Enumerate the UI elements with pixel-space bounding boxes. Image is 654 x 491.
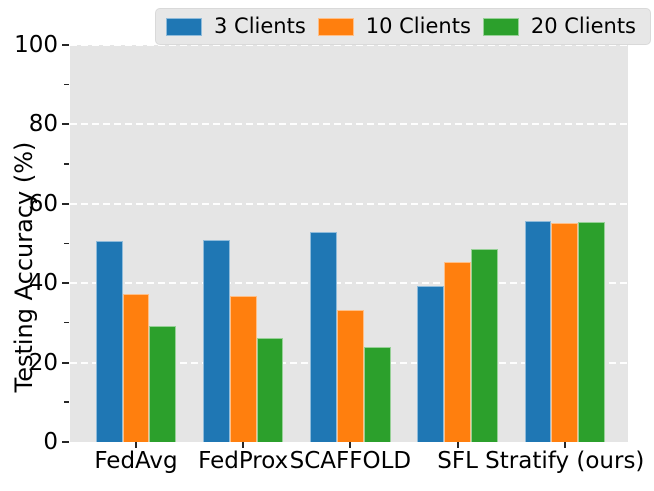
- bar-fedavg-10-clients: [122, 293, 150, 442]
- y-minor-tick-50: [64, 242, 69, 244]
- y-tick-label-100: 100: [14, 32, 58, 58]
- legend-label-20-clients: 20 Clients: [530, 14, 636, 38]
- legend-swatch-3-clients: [166, 17, 202, 36]
- y-tick-mark-40: [62, 282, 69, 285]
- gridline-y-100: [70, 45, 628, 46]
- legend-swatch-20-clients: [482, 17, 519, 36]
- x-tick-mark-scaffold: [349, 442, 352, 448]
- legend-label-10-clients: 10 Clients: [365, 14, 471, 38]
- y-tick-label-60: 60: [28, 190, 58, 217]
- category-label-scaffold: SCAFFOLD: [289, 448, 412, 474]
- y-tick-mark-0: [62, 441, 69, 443]
- bar-sfl-3-clients: [417, 285, 445, 442]
- bar-fedprox-10-clients: [229, 295, 257, 442]
- bar-fedprox-3-clients: [203, 239, 230, 442]
- bar-stratify-ours-10-clients: [551, 222, 579, 442]
- bar-scaffold-3-clients: [310, 232, 337, 442]
- category-label-sfl: SFL: [437, 448, 478, 474]
- legend-label-3-clients: 3 Clients: [214, 14, 306, 38]
- y-tick-label-20: 20: [28, 349, 58, 376]
- bar-sfl-10-clients: [444, 262, 471, 442]
- y-tick-label-0: 0: [43, 429, 58, 455]
- y-tick-mark-80: [62, 123, 69, 126]
- bar-stratify-ours-20-clients: [578, 222, 605, 442]
- y-tick-mark-60: [62, 202, 69, 205]
- bar-scaffold-10-clients: [337, 309, 364, 442]
- y-tick-mark-100: [62, 44, 69, 46]
- y-minor-tick-70: [64, 163, 69, 165]
- x-tick-mark-fedavg: [135, 442, 137, 448]
- bar-sfl-20-clients: [471, 249, 498, 442]
- x-tick-mark-fedprox: [242, 442, 245, 448]
- legend-item-20-clients: 20 Clients: [482, 14, 636, 38]
- category-label-stratify-ours: Stratify (ours): [485, 448, 645, 474]
- gridline-y-80: [70, 123, 628, 126]
- bar-fedprox-20-clients: [256, 338, 284, 442]
- y-tick-label-80: 80: [28, 111, 58, 138]
- legend-swatch-10-clients: [317, 17, 354, 36]
- bar-fedavg-20-clients: [149, 326, 177, 442]
- legend-item-10-clients: 10 Clients: [317, 14, 471, 38]
- x-tick-mark-stratify-ours: [563, 442, 566, 448]
- gridline-y-60: [70, 202, 628, 205]
- category-label-fedprox: FedProx: [198, 448, 289, 474]
- y-minor-tick-90: [64, 83, 69, 86]
- gridline-y-40: [70, 282, 628, 285]
- legend-item-3-clients: 3 Clients: [166, 16, 306, 37]
- y-tick-mark-20: [62, 361, 69, 364]
- legend: 3 Clients 10 Clients 20 Clients: [155, 8, 651, 45]
- category-label-fedavg: FedAvg: [94, 448, 178, 474]
- x-tick-mark-sfl: [456, 442, 459, 448]
- plot-area: [70, 45, 628, 442]
- bar-stratify-ours-3-clients: [524, 220, 552, 442]
- y-minor-tick-30: [64, 321, 69, 324]
- y-minor-tick-10: [64, 401, 69, 403]
- bar-fedavg-3-clients: [95, 240, 123, 442]
- y-tick-label-40: 40: [28, 270, 58, 297]
- bar-scaffold-20-clients: [363, 347, 391, 442]
